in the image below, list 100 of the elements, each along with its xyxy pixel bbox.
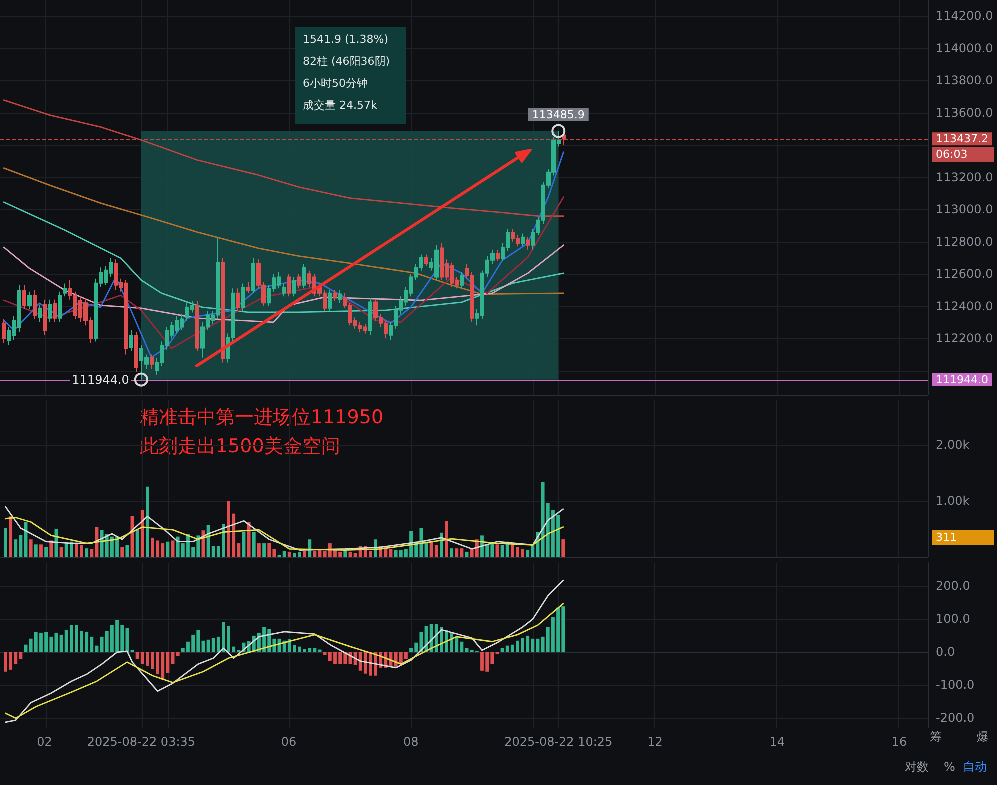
bar [54,528,58,557]
annotation: 113485.9 [532,108,585,122]
candlestick [150,354,154,370]
annotation: 111944.0 [72,372,130,387]
x-tick-label: 06 [281,735,297,749]
y-tick-label: 114200.0 [936,9,994,24]
y-tick-label: 200.0 [936,579,970,594]
bar [85,548,89,557]
text: 06:03 [936,148,968,161]
y-tick-label: 113200.0 [936,170,994,184]
bar [40,544,43,557]
bar [258,544,261,557]
line-series [5,506,564,551]
ref-line-label: 113437.2 [936,132,988,146]
y-tick-label: 113800.0 [936,74,994,88]
annotation: 82柱 (46阳36阴) [303,55,390,68]
candlestick [496,249,500,262]
bar [120,547,124,557]
bar [29,540,33,557]
x-tick-label: 16 [892,735,908,749]
y-tick-label: 100.0 [936,612,970,626]
y-tick-label: 1.00k [936,494,970,508]
candlestick [53,299,57,323]
bar [50,540,54,557]
annotation: 6小时50分钟 [303,77,368,90]
candlestick [424,254,428,267]
x-tick-label: 02 [37,735,52,749]
bar [140,510,144,557]
text: 对数 [905,760,929,774]
candlestick [521,233,525,248]
text: % [944,760,956,774]
candlestick [526,236,530,250]
candlestick [195,300,199,352]
bar [354,553,358,557]
bar [146,486,150,557]
line-series [5,603,564,720]
candlestick [33,290,37,320]
candlestick [333,290,337,302]
line-series [5,580,564,724]
line-series [3,196,564,350]
y-tick-label: 0.0 [936,645,956,660]
candlestick [297,274,301,290]
text: 311 [936,531,957,544]
x-tick-label: 14 [770,735,786,749]
candlestick [460,272,464,290]
candlestick [338,290,342,304]
bar [282,551,286,557]
y-tick-label: 114000.0 [936,41,994,56]
candlestick [63,283,67,298]
y-tick-label: 112800.0 [936,234,994,249]
candlestick [58,291,62,323]
ref-line-label: 111944.0 [936,373,988,386]
x-tick-label: 2025-08-22 10:25 [504,735,613,749]
candlestick [287,274,291,298]
x-tick-label: 2025-08-22 03:35 [87,735,196,749]
bar [126,545,130,557]
y-tick-label: 112200.0 [936,332,994,346]
y-tick-label: 2.00k [936,438,970,452]
annotation: 成交量 24.57k [303,99,378,112]
text: 爆 [977,730,989,744]
candlestick [38,304,42,323]
bar [4,528,8,557]
candlestick [302,264,306,290]
bar [262,544,266,557]
bar [344,551,348,557]
bar [14,540,18,557]
bar [445,521,448,557]
y-tick-label: 113000.0 [936,202,994,217]
bar [34,544,38,557]
candlestick [246,282,250,294]
candlestick [221,257,225,364]
bar [171,540,175,557]
text: 自动 [963,760,987,774]
bar [450,548,454,557]
candlestick [236,288,240,312]
candlestick [27,291,32,310]
candlestick [292,276,296,298]
candlestick [282,283,286,298]
text: 筹 [930,730,942,744]
line-series [3,168,564,296]
bar [136,530,140,557]
bar [500,545,504,557]
x-tick-label: 12 [648,735,663,749]
line-series [3,152,564,358]
y-tick-label: 113600.0 [936,106,994,120]
bar [562,540,566,557]
bar [252,532,256,557]
bar [44,547,48,557]
bar [389,549,393,557]
x-tick-label: 08 [403,735,419,749]
y-tick-label: 112600.0 [936,267,994,282]
bar [303,551,307,557]
bar [440,532,444,557]
line-series [5,517,564,551]
line-series [3,202,564,314]
bar [288,552,292,557]
bar [9,516,13,557]
candlestick [48,299,52,323]
candlestick [22,284,26,310]
candlestick [134,332,138,373]
